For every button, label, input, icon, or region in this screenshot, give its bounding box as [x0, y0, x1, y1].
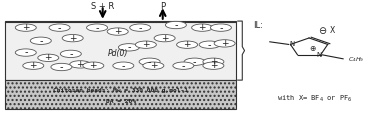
Text: +: + [221, 39, 228, 48]
Circle shape [87, 24, 108, 31]
Text: -: - [181, 61, 185, 71]
Text: +: + [210, 57, 217, 66]
Text: +: + [114, 27, 121, 36]
Circle shape [177, 41, 198, 48]
Circle shape [107, 28, 128, 35]
Text: -: - [219, 23, 223, 33]
Circle shape [203, 58, 224, 65]
Text: IL:: IL: [253, 21, 263, 29]
Text: +: + [22, 23, 29, 32]
Circle shape [192, 24, 213, 31]
Text: +: + [183, 40, 191, 49]
Circle shape [199, 41, 220, 48]
Circle shape [165, 21, 186, 29]
Text: -: - [193, 57, 197, 67]
Circle shape [70, 61, 91, 68]
Circle shape [203, 62, 224, 69]
Text: -: - [208, 40, 211, 50]
Circle shape [139, 58, 160, 65]
Text: +: + [161, 34, 168, 43]
Circle shape [135, 41, 156, 48]
Text: $\oplus$: $\oplus$ [309, 44, 317, 53]
Circle shape [118, 44, 139, 51]
Text: with X= BF$_4$ or PF$_6$: with X= BF$_4$ or PF$_6$ [277, 93, 353, 104]
Text: P: P [160, 2, 165, 11]
Text: -: - [69, 49, 73, 59]
Circle shape [83, 62, 104, 69]
Text: -: - [60, 62, 63, 72]
Bar [5, 21, 236, 80]
Text: Chitosan beads: Mw = 330 000 g.mol-1: Chitosan beads: Mw = 330 000 g.mol-1 [53, 88, 188, 93]
Text: -: - [148, 57, 151, 67]
Text: N: N [290, 41, 295, 47]
Circle shape [173, 62, 194, 69]
Circle shape [143, 62, 164, 69]
Text: -: - [58, 23, 61, 33]
Circle shape [23, 62, 44, 69]
Text: -: - [174, 20, 178, 30]
Text: -: - [122, 61, 125, 71]
Circle shape [214, 40, 235, 47]
Circle shape [130, 24, 151, 31]
Text: N: N [316, 52, 321, 58]
Circle shape [49, 24, 70, 31]
Text: DA = 20%: DA = 20% [105, 99, 136, 104]
Text: +: + [198, 23, 206, 32]
Text: -: - [138, 23, 142, 33]
Text: Pd(0): Pd(0) [107, 49, 128, 58]
Text: +: + [210, 61, 217, 70]
Text: +: + [150, 61, 157, 70]
Text: -: - [127, 42, 131, 52]
Circle shape [15, 49, 36, 56]
Circle shape [30, 37, 51, 44]
Text: +: + [142, 40, 150, 49]
Text: X: X [330, 26, 335, 35]
Circle shape [60, 50, 81, 57]
Text: S + R: S + R [91, 2, 114, 11]
Circle shape [184, 58, 205, 65]
Circle shape [51, 63, 72, 71]
Circle shape [62, 34, 83, 42]
Text: +: + [29, 61, 37, 70]
Circle shape [38, 54, 59, 62]
Text: +: + [76, 60, 84, 69]
Circle shape [15, 24, 36, 31]
Text: +: + [90, 61, 97, 70]
Circle shape [154, 34, 175, 42]
Circle shape [211, 24, 231, 31]
Text: -: - [95, 23, 99, 33]
Text: +: + [69, 34, 76, 43]
Text: -: - [39, 36, 43, 46]
Text: +: + [45, 53, 52, 62]
Text: -: - [24, 48, 28, 58]
Text: $\ominus$: $\ominus$ [318, 25, 327, 36]
Text: $C_4H_9$: $C_4H_9$ [348, 55, 364, 64]
Circle shape [113, 62, 134, 69]
Bar [5, 80, 236, 109]
